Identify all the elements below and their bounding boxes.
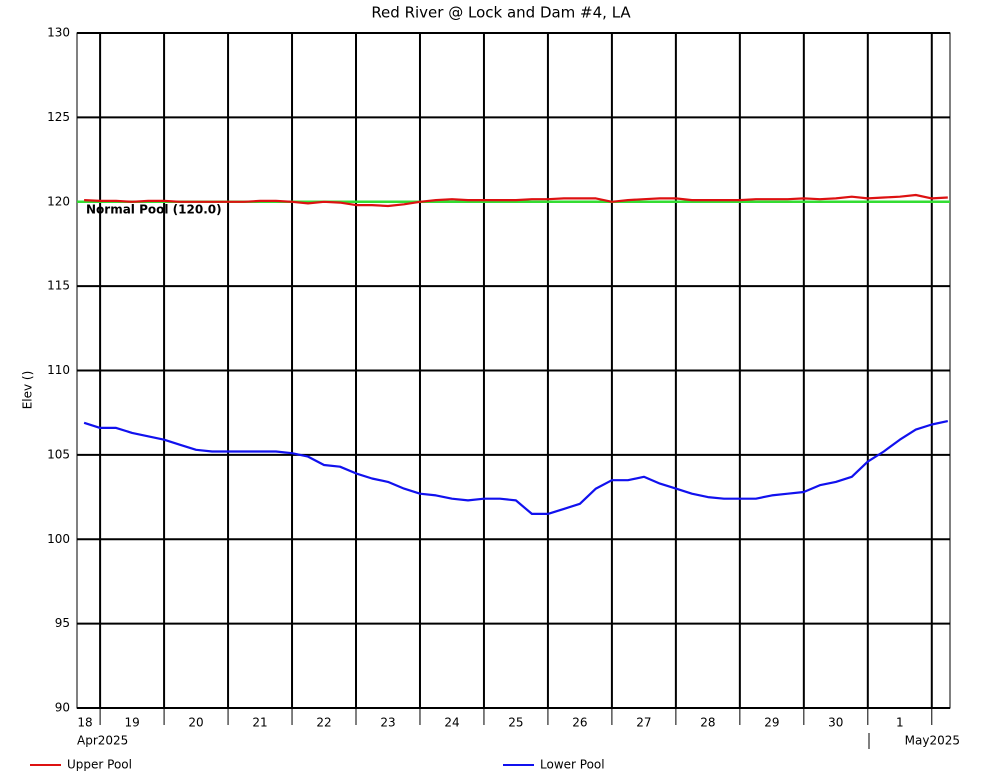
chart-title: Red River @ Lock and Dam #4, LA [371, 4, 631, 22]
x-tick-label: 21 [252, 716, 267, 730]
series-line [83, 420, 949, 515]
x-tick-label: 27 [636, 716, 651, 730]
y-axis-label: Elev () [21, 371, 35, 410]
x-tick-label: 18 [77, 716, 92, 730]
y-tick-label: 105 [47, 447, 70, 461]
reference-label: Normal Pool (120.0) [86, 202, 222, 216]
x-tick-label: 26 [572, 716, 587, 730]
x-tick-label: 30 [828, 716, 843, 730]
y-tick-label: 130 [47, 26, 70, 40]
legend-label: Lower Pool [540, 758, 605, 772]
x-tick-label: 23 [380, 716, 395, 730]
x-tick-label: 25 [508, 716, 523, 730]
series-line [84, 193, 948, 208]
x-tick-label: 24 [444, 716, 459, 730]
plot-border [76, 32, 951, 709]
month-label: Apr2025 [77, 734, 128, 748]
legend-label: Upper Pool [67, 758, 132, 772]
y-tick-label: 95 [55, 616, 70, 630]
x-tick-label: 1 [896, 716, 904, 730]
x-tick-label: 28 [700, 716, 715, 730]
x-tick-label: 29 [764, 716, 779, 730]
y-tick-label: 125 [47, 110, 70, 124]
x-tick-label: 19 [124, 716, 139, 730]
x-tick-label: 20 [188, 716, 203, 730]
y-tick-label: 90 [55, 701, 70, 715]
x-tick-label: 22 [316, 716, 331, 730]
y-tick-label: 120 [47, 194, 70, 208]
y-tick-label: 110 [47, 363, 70, 377]
y-tick-label: 115 [47, 279, 70, 293]
y-tick-label: 100 [47, 532, 70, 546]
month-label: May2025 [905, 734, 960, 748]
